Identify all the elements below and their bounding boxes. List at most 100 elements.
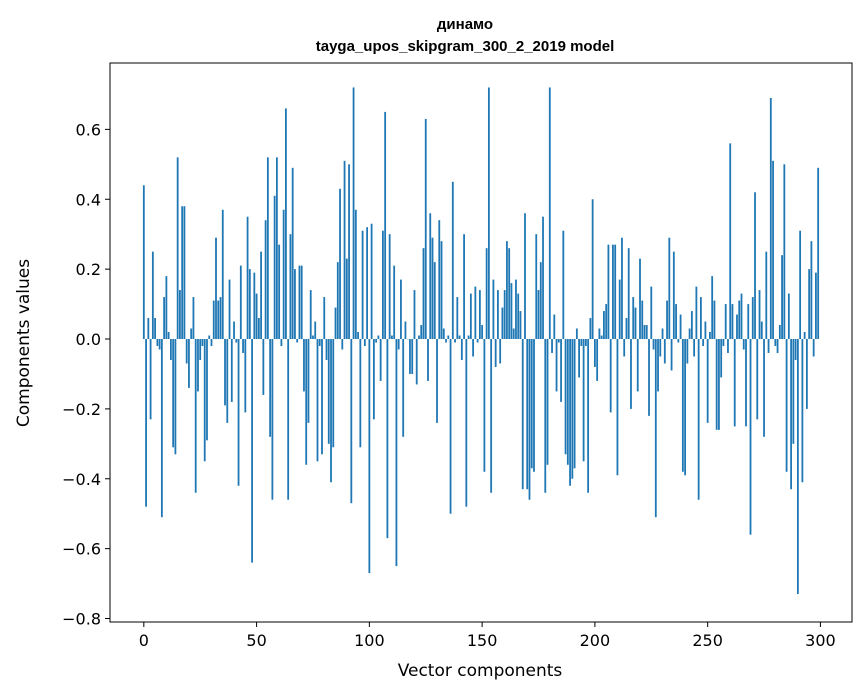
bar (273, 195, 276, 339)
bar (402, 339, 405, 437)
bar (275, 157, 278, 340)
bar (812, 339, 815, 357)
bar (226, 339, 229, 423)
bar (156, 339, 159, 346)
bar (167, 332, 170, 340)
bar (718, 339, 720, 430)
x-tick-label: 150 (467, 631, 498, 650)
bar (677, 339, 680, 343)
bar (212, 300, 215, 340)
bar (497, 290, 499, 339)
bar (598, 328, 601, 339)
x-axis-ticks: 0 50 100 150 200 250 300 (139, 622, 836, 650)
bar (393, 265, 396, 340)
bar (210, 339, 213, 346)
bar (323, 297, 326, 340)
bar (237, 339, 240, 486)
bar (357, 332, 359, 340)
bar (397, 339, 400, 350)
bar (427, 339, 429, 381)
bar (334, 307, 337, 339)
bar (560, 339, 562, 402)
bar (294, 269, 296, 340)
bar (454, 339, 456, 343)
bar (391, 335, 393, 339)
y-tick-label: 0.4 (76, 190, 101, 209)
bar (499, 339, 502, 364)
bar (154, 318, 156, 339)
bar (815, 272, 817, 340)
bar (192, 297, 195, 340)
bar (591, 199, 594, 340)
bar (230, 339, 233, 402)
bar (359, 339, 362, 448)
bar (336, 262, 339, 339)
bar (372, 339, 375, 420)
bar (709, 332, 711, 340)
bar (681, 339, 684, 472)
bar (472, 339, 474, 357)
bar (379, 339, 382, 381)
bar (731, 304, 734, 340)
bar (165, 276, 168, 340)
bar (736, 314, 738, 340)
bar (686, 339, 689, 364)
bar (307, 339, 310, 423)
bar (341, 339, 344, 350)
bar (420, 325, 423, 340)
bar (699, 297, 702, 340)
bar (158, 339, 161, 350)
bar (571, 339, 574, 479)
bar (370, 223, 373, 339)
bar (769, 97, 772, 340)
bar (280, 339, 283, 346)
bar (438, 220, 441, 340)
bar (151, 251, 154, 339)
bar (657, 339, 659, 392)
bar (318, 339, 321, 346)
bar (185, 339, 188, 364)
bar (190, 328, 193, 339)
bar (330, 339, 332, 483)
bar (332, 339, 335, 448)
bar (449, 339, 452, 514)
x-tick-label: 250 (692, 631, 723, 650)
bar (481, 325, 484, 340)
y-axis-label: Components values (14, 259, 34, 427)
bar (801, 339, 804, 483)
bar (197, 339, 199, 392)
bar (483, 339, 486, 472)
bar (316, 339, 319, 462)
bar (690, 311, 693, 340)
bar (742, 339, 745, 350)
bar (494, 339, 497, 367)
bar (535, 234, 538, 339)
bars-group (142, 87, 820, 595)
bar (634, 307, 637, 339)
bar (199, 339, 202, 360)
bar (343, 160, 346, 340)
bar (573, 339, 576, 469)
bar (239, 265, 242, 340)
bar (221, 209, 224, 340)
bar (271, 339, 274, 500)
bar (650, 286, 653, 340)
bar (348, 164, 350, 340)
bar (587, 339, 590, 493)
bar (589, 318, 592, 339)
bar (724, 304, 727, 340)
bar (296, 339, 299, 343)
bar (548, 87, 551, 340)
bar (181, 206, 184, 339)
bar (740, 293, 743, 340)
bar (524, 213, 526, 339)
bar (817, 167, 820, 339)
bar (287, 339, 290, 500)
bar (260, 251, 262, 339)
bar (557, 339, 560, 343)
bar (544, 339, 547, 493)
bar (235, 339, 238, 343)
bar (603, 311, 605, 340)
bar (747, 304, 750, 340)
bar (208, 335, 211, 339)
